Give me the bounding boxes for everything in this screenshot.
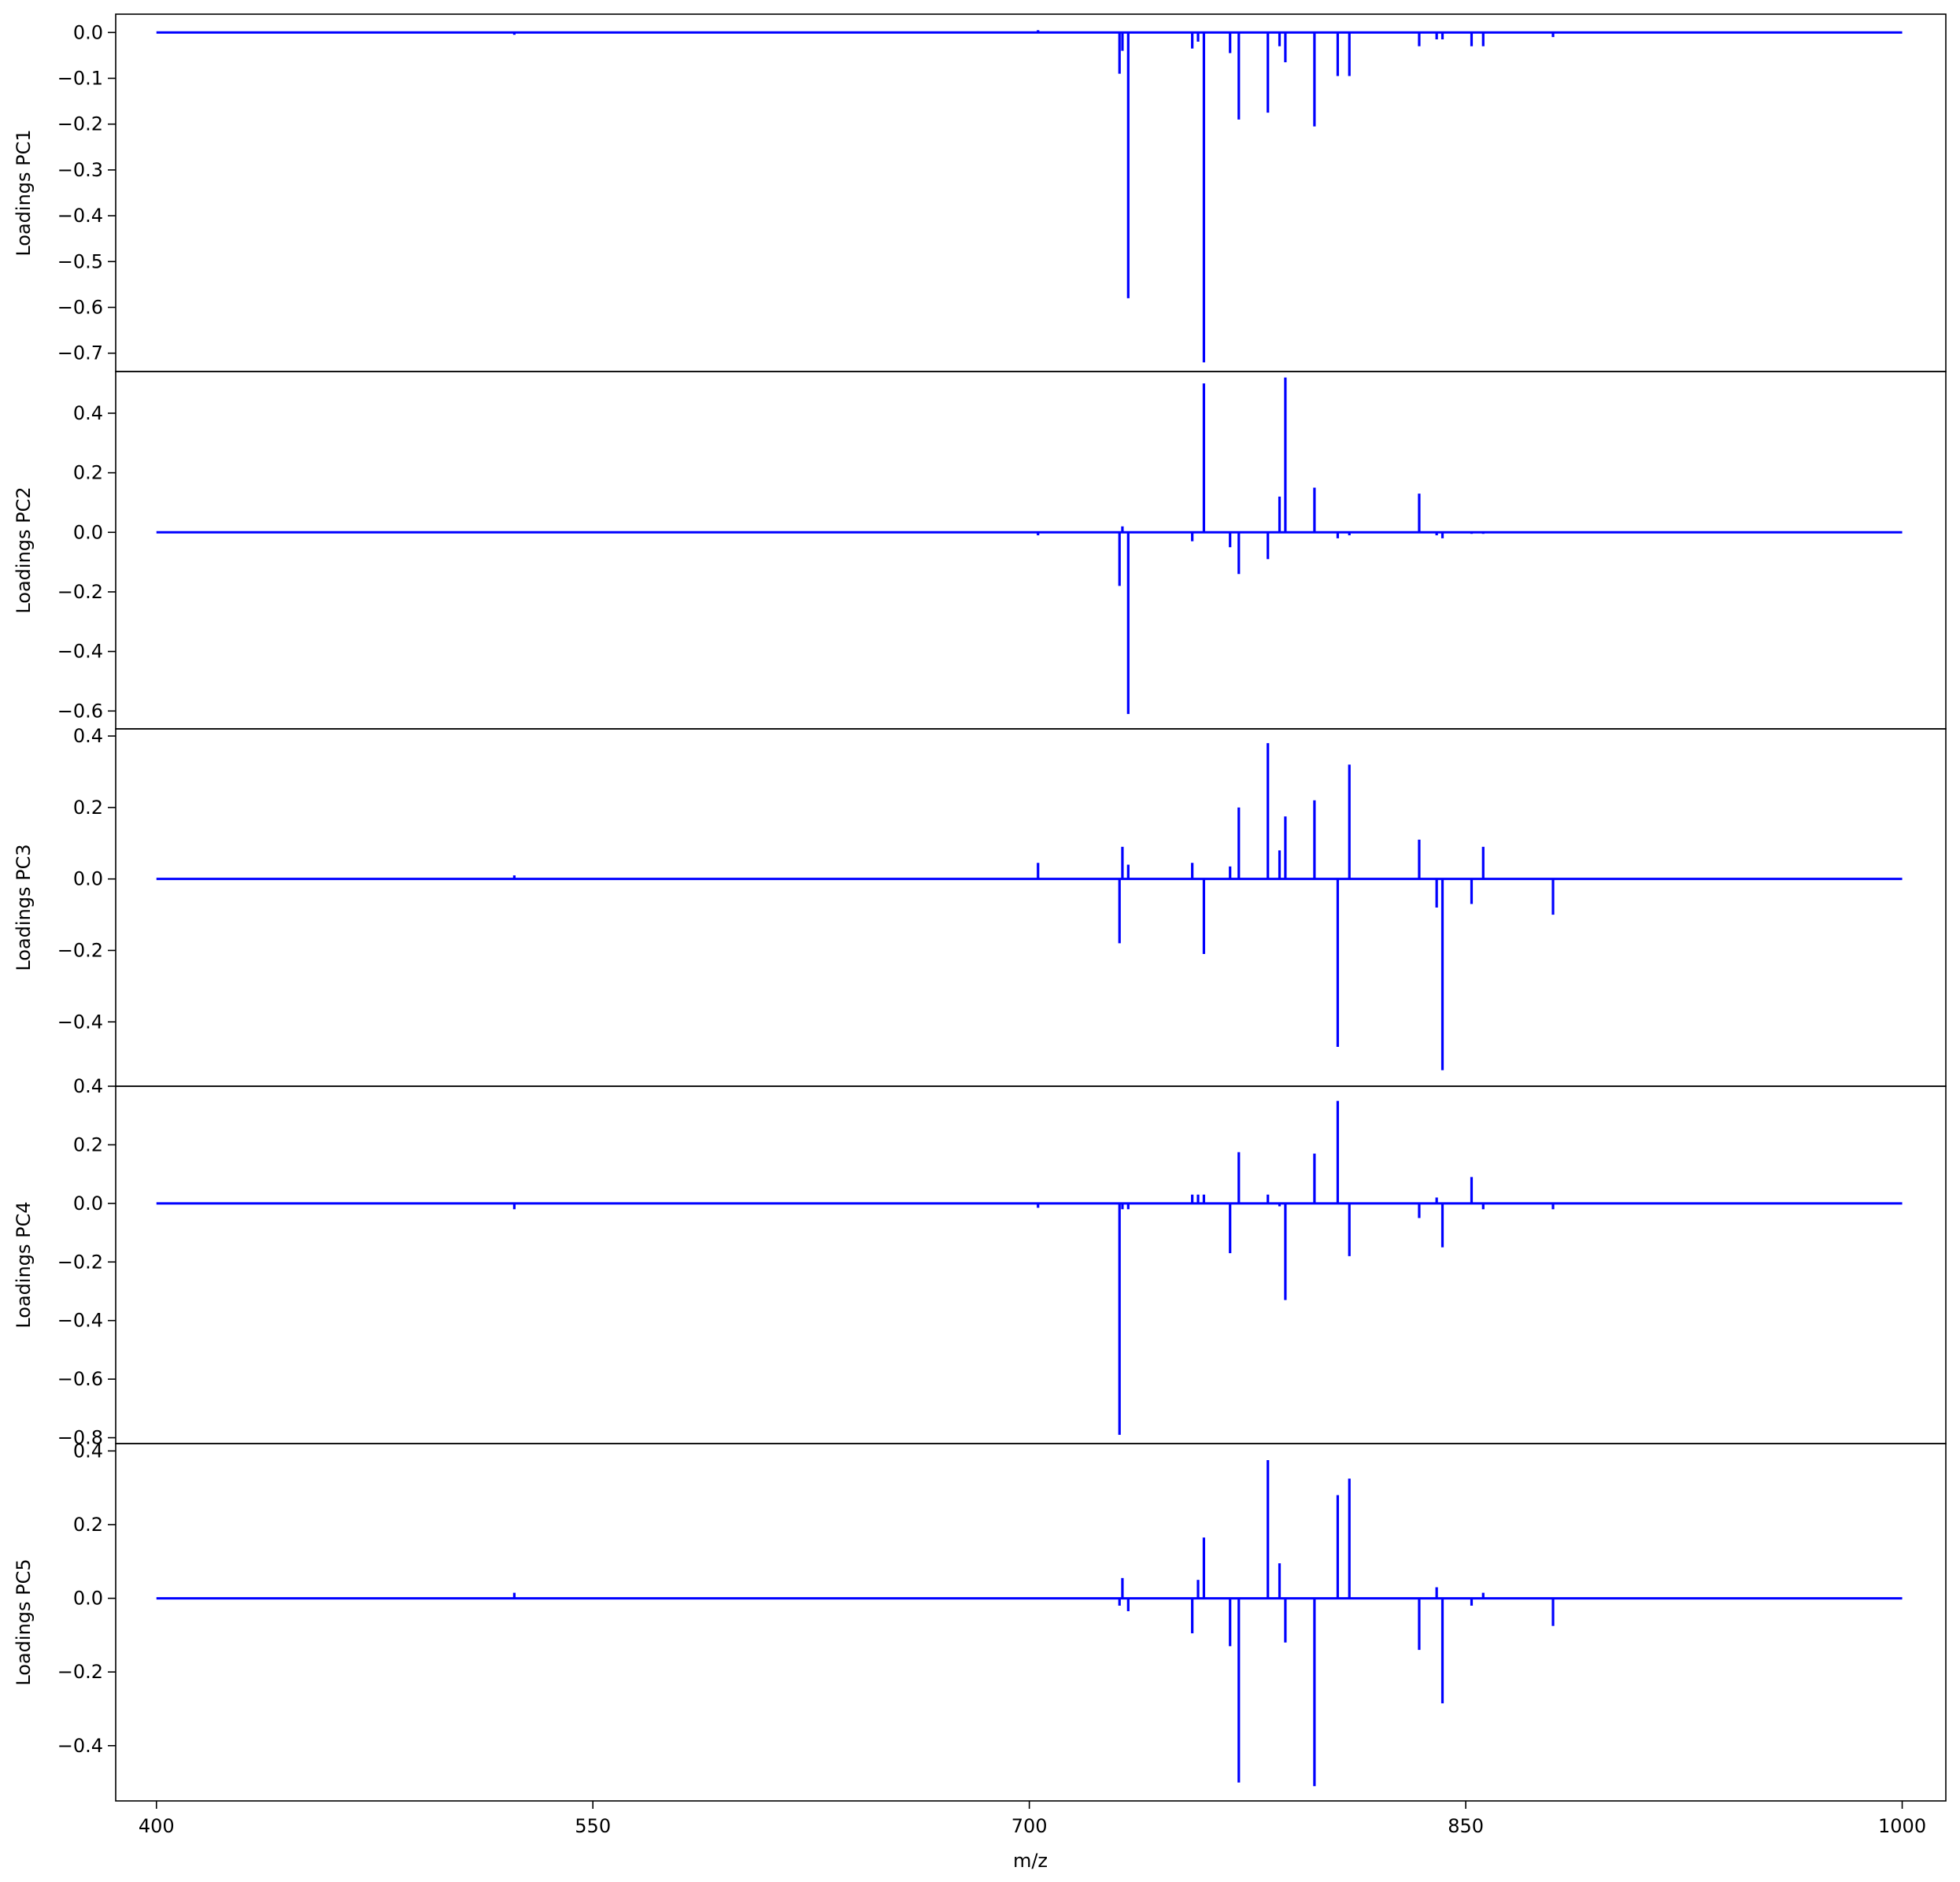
pc5-y-tick-label: −0.4 xyxy=(57,1735,103,1757)
x-tick-label: 400 xyxy=(139,1815,175,1837)
pc3-y-tick-label: 0.2 xyxy=(73,797,103,819)
pc1-y-tick-label: −0.5 xyxy=(57,250,103,272)
panel-pc5: 0.4 0.2 0.0 −0.2 −0.4 Loadings PC5 xyxy=(13,1440,1947,1802)
pc3-y-tick-label: −0.4 xyxy=(57,1011,103,1033)
pc5-y-tick-label: 0.2 xyxy=(73,1514,103,1536)
x-axis: 400 550 700 850 1000 xyxy=(139,1801,1926,1837)
pc1-y-tick-label: 0.0 xyxy=(73,21,103,43)
x-tick-label: 550 xyxy=(575,1815,611,1837)
x-tick-label: 850 xyxy=(1448,1815,1484,1837)
panel-pc3: 0.4 0.2 0.0 −0.2 −0.4 Loadings PC3 xyxy=(13,725,1947,1087)
pc4-y-axis-label: Loadings PC4 xyxy=(13,1201,35,1328)
pc1-y-axis-label: Loadings PC1 xyxy=(13,129,35,256)
pc2-y-tick-label: −0.4 xyxy=(57,641,103,663)
panel-pc4: 0.4 0.2 0.0 −0.2 −0.4 −0.6 −0.8 Loadings PC4 xyxy=(13,1075,1947,1449)
pc2-y-tick-label: −0.2 xyxy=(57,581,103,603)
x-tick-label: 1000 xyxy=(1878,1815,1926,1837)
pc3-y-axis-label: Loadings PC3 xyxy=(13,844,35,971)
panels-group: 0.0 −0.1 −0.2 −0.3 −0.4 −0.5 −0.6 −0.7 Loadings … xyxy=(13,13,1947,1802)
pc2-y-axis-label: Loadings PC2 xyxy=(13,486,35,613)
pc5-y-tick-label: −0.2 xyxy=(57,1661,103,1683)
x-tick-label: 700 xyxy=(1011,1815,1048,1837)
pc4-y-tick-label: 0.2 xyxy=(73,1133,103,1155)
pc1-y-tick-label: −0.3 xyxy=(57,159,103,181)
pc3-y-tick-label: 0.4 xyxy=(73,725,103,747)
pc1-y-tick-label: −0.2 xyxy=(57,113,103,135)
pc5-y-tick-label: 0.4 xyxy=(73,1440,103,1462)
pc4-y-tick-label: −0.6 xyxy=(57,1368,103,1390)
pc2-y-tick-label: 0.4 xyxy=(73,402,103,424)
pc5-y-axis-label: Loadings PC5 xyxy=(13,1558,35,1685)
pc4-y-tick-label: 0.0 xyxy=(73,1192,103,1215)
pc5-frame xyxy=(115,1443,1947,1802)
pc2-y-tick-label: −0.6 xyxy=(57,700,103,722)
pc4-y-tick-label: −0.8 xyxy=(57,1427,103,1449)
x-axis-label: m/z xyxy=(1013,1850,1048,1872)
pc1-y-tick-label: −0.7 xyxy=(57,342,103,364)
pc4-y-tick-label: 0.4 xyxy=(73,1075,103,1097)
panel-pc1: 0.0 −0.1 −0.2 −0.3 −0.4 −0.5 −0.6 −0.7 Loadings … xyxy=(13,13,1947,372)
pc4-y-tick-label: −0.2 xyxy=(57,1251,103,1273)
pc2-y-tick-label: 0.0 xyxy=(73,521,103,543)
pc4-y-tick-label: −0.4 xyxy=(57,1310,103,1332)
pc3-y-tick-label: −0.2 xyxy=(57,939,103,961)
pc1-y-tick-label: −0.4 xyxy=(57,205,103,227)
pc5-y-tick-label: 0.0 xyxy=(73,1588,103,1610)
pc3-y-tick-label: 0.0 xyxy=(73,868,103,890)
pc1-y-tick-label: −0.6 xyxy=(57,297,103,319)
pc1-y-tick-label: −0.1 xyxy=(57,67,103,89)
pc2-y-tick-label: 0.2 xyxy=(73,462,103,484)
